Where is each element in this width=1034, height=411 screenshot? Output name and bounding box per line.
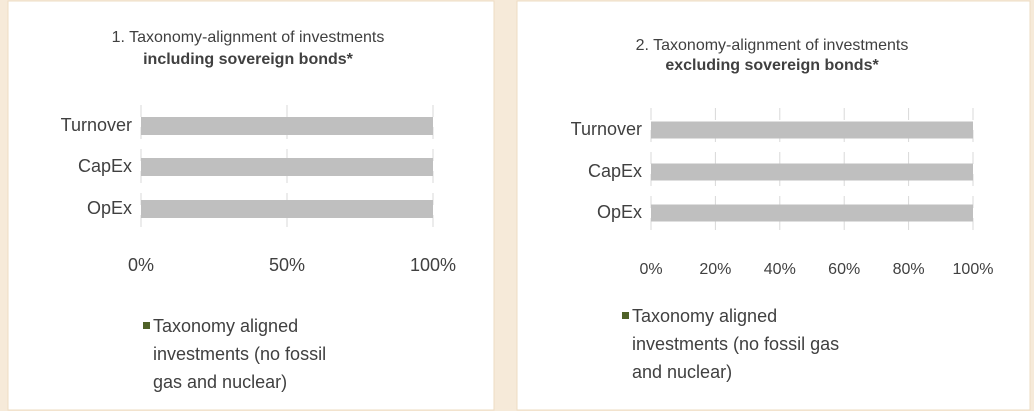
bar-segment <box>141 158 433 176</box>
chart-subtitle: including sovereign bonds* <box>143 51 354 68</box>
chart-title: 1. Taxonomy-alignment of investments <box>112 29 385 46</box>
category-label: Turnover <box>61 115 132 135</box>
bar-segment <box>141 200 433 218</box>
x-tick-label: 80% <box>893 261 925 278</box>
legend-marker <box>143 322 150 329</box>
x-tick-label: 0% <box>128 255 154 275</box>
bar-segment <box>651 121 973 139</box>
legend-entry: Taxonomy aligned investments (no fossil … <box>632 306 840 382</box>
bar-segment <box>651 204 973 222</box>
x-tick-label: 60% <box>828 261 860 278</box>
category-label: CapEx <box>78 156 132 176</box>
category-label: CapEx <box>588 161 642 181</box>
x-tick-label: 100% <box>410 255 456 275</box>
x-tick-label: 40% <box>764 261 796 278</box>
category-label: Turnover <box>571 119 642 139</box>
chart-subtitle: excluding sovereign bonds* <box>665 57 879 74</box>
x-tick-label: 0% <box>639 261 662 278</box>
bar-segment <box>141 117 433 135</box>
bar-segment <box>651 163 973 181</box>
x-tick-label: 100% <box>953 261 994 278</box>
category-label: OpEx <box>87 198 132 218</box>
category-label: OpEx <box>597 202 642 222</box>
legend-marker <box>622 312 629 319</box>
x-tick-label: 50% <box>269 255 305 275</box>
x-tick-label: 20% <box>699 261 731 278</box>
chart-title: 2. Taxonomy-alignment of investments <box>636 37 909 54</box>
legend-entry: Taxonomy aligned investments (no fossil … <box>153 316 327 392</box>
